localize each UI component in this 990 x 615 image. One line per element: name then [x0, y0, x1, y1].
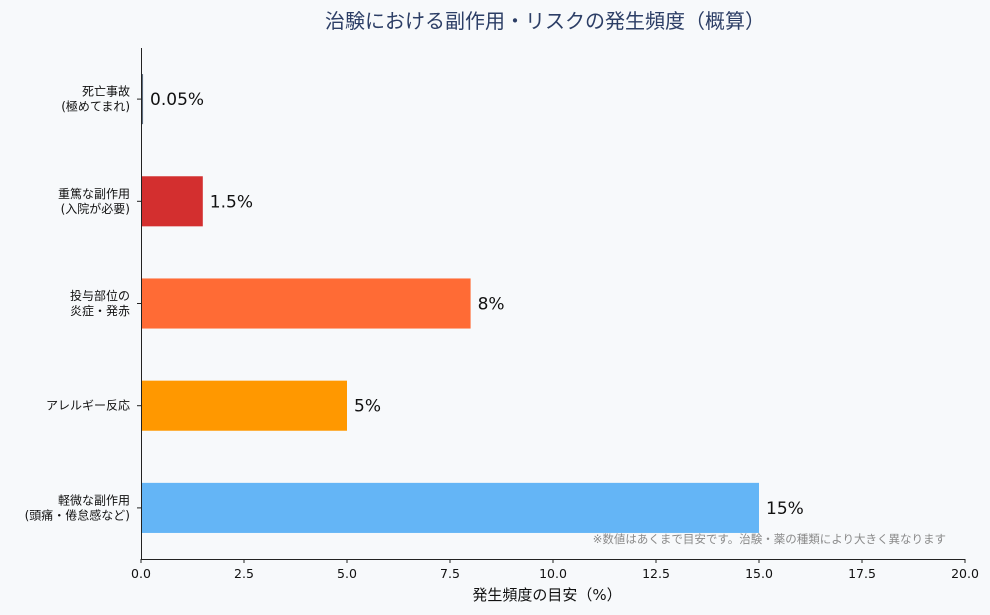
category-label-0-1: (極めてまれ) — [61, 99, 130, 114]
value-label-1: 1.5% — [210, 192, 253, 212]
category-label-3-0: アレルギー反応 — [46, 399, 130, 413]
value-label-4: 15% — [766, 499, 804, 519]
bar-0 — [141, 74, 144, 125]
category-label-2-0: 投与部位の — [70, 288, 130, 303]
category-label-1-0: 重篤な副作用 — [58, 187, 130, 201]
bar-1 — [141, 176, 203, 227]
x-tick-label-8: 20.0 — [951, 566, 979, 581]
bar-3 — [141, 380, 347, 431]
x-tick-label-6: 15.0 — [745, 566, 773, 581]
category-label-4-1: (頭痛・倦怠感など) — [25, 507, 130, 522]
bar-4 — [141, 482, 759, 533]
chart-note: ※数値はあくまで目安です。治験・薬の種類により大きく異なります — [593, 532, 946, 546]
chart-title: 治験における副作用・リスクの発生頻度（概算） — [325, 9, 765, 33]
x-axis-label: 発生頻度の目安（%） — [472, 586, 621, 604]
category-label-2-1: 炎症・発赤 — [70, 303, 130, 318]
x-tick-label-0: 0.0 — [131, 566, 151, 581]
x-tick-label-1: 2.5 — [234, 566, 254, 581]
x-tick-label-5: 12.5 — [642, 566, 670, 581]
x-axis-ticks: 0.0 2.5 5.0 7.5 10.0 12.5 15.0 17.5 20.0 — [131, 559, 979, 581]
y-axis-ticks: 死亡事故(極めてまれ) 重篤な副作用(入院が必要) 投与部位の炎症・発赤アレルギー反… — [25, 84, 141, 522]
x-tick-label-7: 17.5 — [848, 566, 876, 581]
value-label-2: 8% — [478, 295, 505, 315]
category-label-1-1: (入院が必要) — [61, 201, 130, 216]
bars-layer — [141, 74, 759, 533]
value-label-3: 5% — [354, 397, 381, 417]
x-tick-label-3: 7.5 — [440, 566, 460, 581]
category-label-0-0: 死亡事故 — [82, 84, 130, 99]
x-tick-label-4: 10.0 — [539, 566, 567, 581]
x-tick-label-2: 5.0 — [337, 566, 357, 581]
category-label-4-0: 軽微な副作用 — [58, 493, 130, 507]
bar-2 — [141, 278, 471, 329]
value-label-0: 0.05% — [150, 90, 204, 110]
value-labels-layer: 0.05% 1.5% 8% 5% 15% — [150, 90, 804, 519]
